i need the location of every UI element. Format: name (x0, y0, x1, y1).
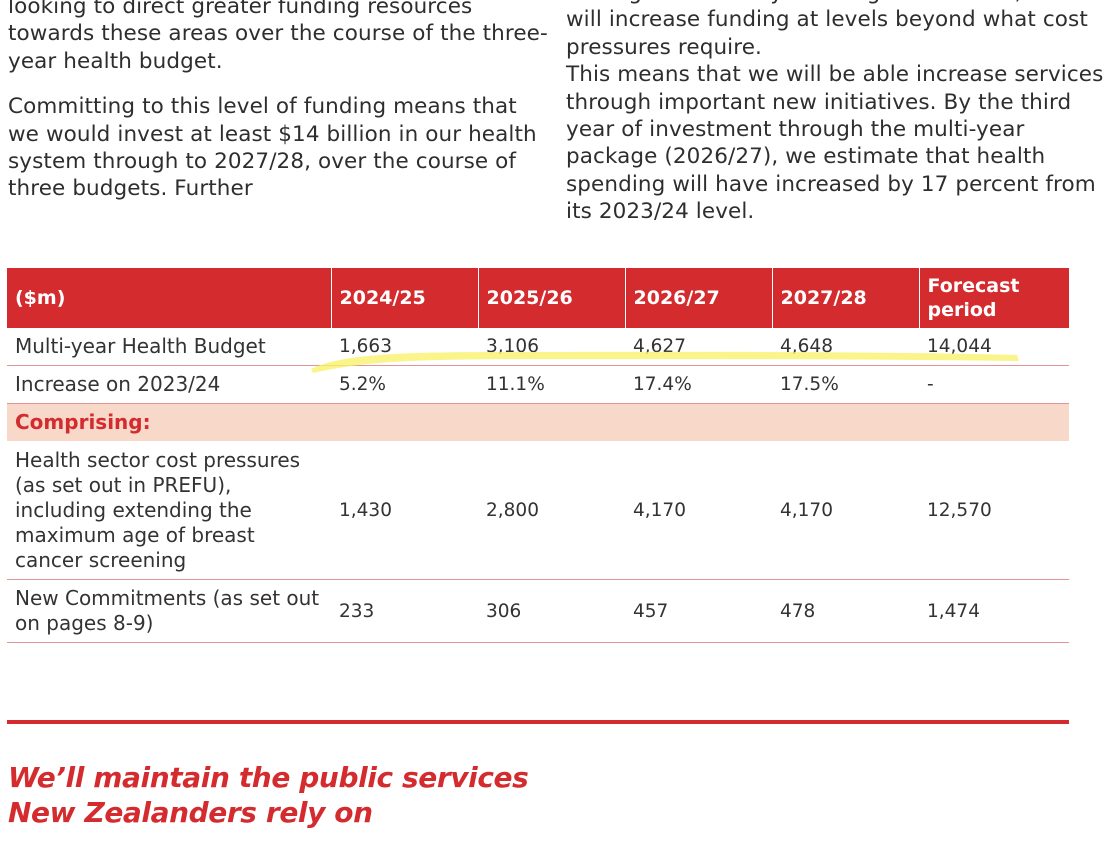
table-row-new-commitments: New Commitments (as set out on pages 8-9… (7, 579, 1069, 643)
cell-value: 478 (772, 579, 919, 643)
section-divider (7, 720, 1069, 724)
left-paragraph-1: looking to direct greater funding resour… (8, 0, 548, 74)
header-unit: ($m) (7, 268, 331, 328)
cell-value: - (919, 365, 1069, 404)
cell-value: 4,648 (772, 328, 919, 366)
table-row-increase: Increase on 2023/24 5.2% 11.1% 17.4% 17.… (7, 365, 1069, 404)
section-heading: We’ll maintain the public services New Z… (8, 760, 529, 830)
left-text-column: looking to direct greater funding resour… (8, 0, 548, 203)
row-label: Increase on 2023/24 (7, 365, 331, 404)
cell-value: 5.2% (331, 365, 478, 404)
left-paragraph-2: Committing to this level of funding mean… (8, 94, 537, 202)
cell-value: 4,170 (625, 441, 772, 580)
cell-value: 4,170 (772, 441, 919, 580)
cell-value: 1,474 (919, 579, 1069, 643)
table-row-cost-pressures: Health sector cost pressures (as set out… (7, 441, 1069, 580)
cell-value: 3,106 (478, 328, 625, 366)
cell-value: 2,800 (478, 441, 625, 580)
cell-value: 1,663 (331, 328, 478, 366)
header-2025-26: 2025/26 (477, 268, 625, 328)
row-label: Multi-year Health Budget (7, 328, 331, 366)
right-paragraph-1: Through the three-year budget for health… (566, 0, 1104, 60)
cell-value: 12,570 (919, 441, 1069, 580)
cell-value: 4,627 (625, 328, 772, 366)
right-text-column: Through the three-year budget for health… (566, 0, 1106, 226)
header-2027-28: 2027/28 (771, 268, 919, 328)
cell-value: 306 (478, 579, 625, 643)
header-2026-27: 2026/27 (624, 268, 772, 328)
cell-value: 233 (331, 579, 478, 643)
row-label: New Commitments (as set out on pages 8-9… (7, 579, 331, 643)
section-heading-line-2: New Zealanders rely on (8, 796, 373, 829)
cell-value: 17.5% (772, 365, 919, 404)
row-label: Health sector cost pressures (as set out… (7, 441, 331, 580)
header-forecast-period: Forecast period (918, 268, 1069, 328)
health-budget-table: ($m) 2024/25 2025/26 2026/27 2027/28 For… (7, 268, 1069, 643)
comprising-label: Comprising: (7, 403, 1069, 441)
table-row-comprising: Comprising: (7, 403, 1069, 441)
header-2024-25: 2024/25 (330, 268, 478, 328)
cell-value: 457 (625, 579, 772, 643)
cell-value: 17.4% (625, 365, 772, 404)
table-row-multi-year-budget: Multi-year Health Budget 1,663 3,106 4,6… (7, 328, 1069, 366)
right-paragraph-2: This means that we will be able increase… (566, 62, 1104, 225)
cell-value: 11.1% (478, 365, 625, 404)
table-header-row: ($m) 2024/25 2025/26 2026/27 2027/28 For… (7, 268, 1069, 328)
cell-value: 14,044 (919, 328, 1069, 366)
cell-value: 1,430 (331, 441, 478, 580)
section-heading-line-1: We’ll maintain the public services (8, 761, 529, 794)
